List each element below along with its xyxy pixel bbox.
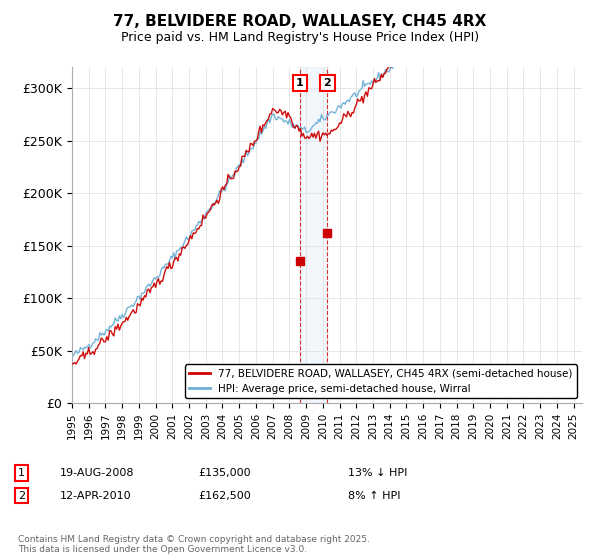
- Text: 2: 2: [323, 78, 331, 88]
- Text: 77, BELVIDERE ROAD, WALLASEY, CH45 4RX: 77, BELVIDERE ROAD, WALLASEY, CH45 4RX: [113, 14, 487, 29]
- Bar: [300, 67, 328, 403]
- Text: £135,000: £135,000: [198, 468, 251, 478]
- Legend: 77, BELVIDERE ROAD, WALLASEY, CH45 4RX (semi-detached house), HPI: Average price: 77, BELVIDERE ROAD, WALLASEY, CH45 4RX (…: [185, 365, 577, 398]
- Text: Contains HM Land Registry data © Crown copyright and database right 2025.
This d: Contains HM Land Registry data © Crown c…: [18, 535, 370, 554]
- Text: 19-AUG-2008: 19-AUG-2008: [60, 468, 134, 478]
- Text: Price paid vs. HM Land Registry's House Price Index (HPI): Price paid vs. HM Land Registry's House …: [121, 31, 479, 44]
- Text: 8% ↑ HPI: 8% ↑ HPI: [348, 491, 401, 501]
- Text: 12-APR-2010: 12-APR-2010: [60, 491, 131, 501]
- Text: 2: 2: [18, 491, 25, 501]
- Text: 1: 1: [296, 78, 304, 88]
- Text: £162,500: £162,500: [198, 491, 251, 501]
- Text: 13% ↓ HPI: 13% ↓ HPI: [348, 468, 407, 478]
- Text: 1: 1: [18, 468, 25, 478]
